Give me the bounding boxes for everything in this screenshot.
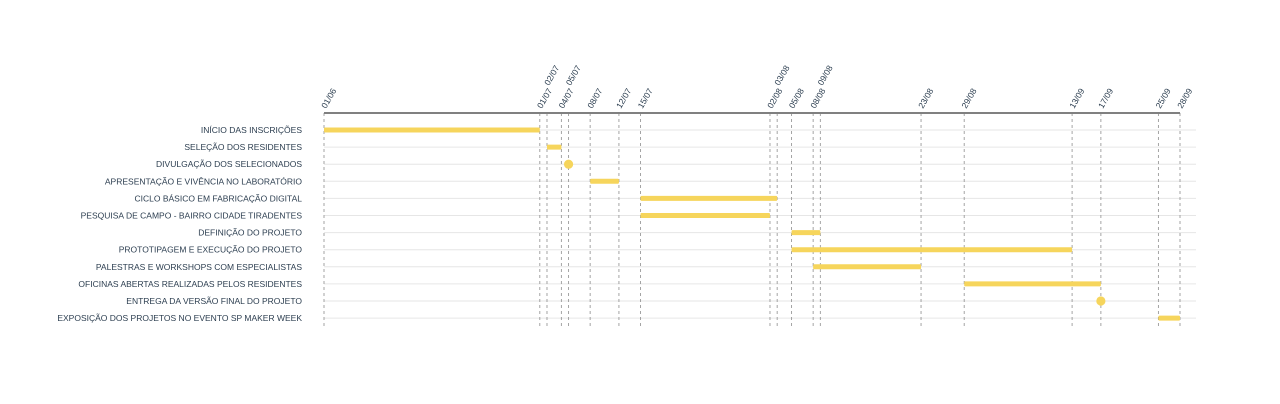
tick-label: 13/09 (1067, 86, 1086, 110)
date-guide-lines (323, 113, 1181, 329)
task-bar (964, 281, 1101, 287)
task-label: APRESENTAÇÃO E VIVÊNCIA NO LABORATÓRIO (105, 176, 303, 186)
task-label: SELEÇÃO DOS RESIDENTES (184, 142, 302, 152)
tick-label: 08/07 (585, 86, 604, 110)
tick-label: 04/07 (556, 86, 575, 110)
tick-label: 23/08 (916, 86, 935, 110)
task-bars (324, 127, 1180, 321)
task-label: INÍCIO DAS INSCRIÇÕES (201, 125, 302, 135)
tick-label: 28/09 (1175, 86, 1194, 110)
milestone-marker (1096, 296, 1106, 306)
task-bar (791, 230, 821, 236)
task-label: EXPOSIÇÃO DOS PROJETOS NO EVENTO SP MAKE… (57, 313, 302, 323)
tick-label: 05/07 (564, 63, 583, 87)
task-label: OFICINAS ABERTAS REALIZADAS PELOS RESIDE… (78, 279, 302, 289)
task-label: PROTOTIPAGEM E EXECUÇÃO DO PROJETO (119, 245, 303, 255)
task-label: DEFINIÇÃO DO PROJETO (198, 228, 302, 238)
tick-label: 03/08 (772, 63, 791, 87)
task-label: DIVULGAÇÃO DOS SELECIONADOS (156, 159, 302, 169)
task-bar (546, 144, 562, 150)
tick-label: 08/08 (808, 86, 827, 110)
tick-label: 09/08 (815, 63, 834, 87)
task-label: PALESTRAS E WORKSHOPS COM ESPECIALISTAS (96, 262, 302, 272)
task-bar (590, 178, 619, 184)
tick-label: 12/07 (614, 86, 633, 110)
tick-label: 02/08 (765, 86, 784, 110)
task-label: CICLO BÁSICO EM FABRICAÇÃO DIGITAL (134, 193, 302, 203)
task-bar (1158, 315, 1180, 321)
tick-label: 01/06 (319, 86, 338, 110)
task-bar (791, 247, 1073, 253)
tick-label: 25/09 (1153, 86, 1172, 110)
tick-label: 02/07 (542, 63, 561, 87)
task-label: PESQUISA DE CAMPO - BAIRRO CIDADE TIRADE… (81, 211, 303, 221)
task-labels: INÍCIO DAS INSCRIÇÕES SELEÇÃO DOS RESIDEN… (57, 125, 302, 323)
tick-label: 29/08 (959, 86, 978, 110)
grid-lines (324, 129, 1196, 319)
task-label: ENTREGA DA VERSÃO FINAL DO PROJETO (126, 296, 302, 306)
tick-label: 17/09 (1096, 86, 1115, 110)
tick-label: 01/07 (535, 86, 554, 110)
task-bar (324, 127, 540, 133)
task-bar (640, 213, 770, 218)
tick-label: 05/08 (787, 86, 806, 110)
task-bar (813, 264, 922, 270)
milestone-marker (563, 159, 574, 169)
task-bar (640, 195, 778, 201)
tick-label: 15/07 (636, 86, 655, 110)
